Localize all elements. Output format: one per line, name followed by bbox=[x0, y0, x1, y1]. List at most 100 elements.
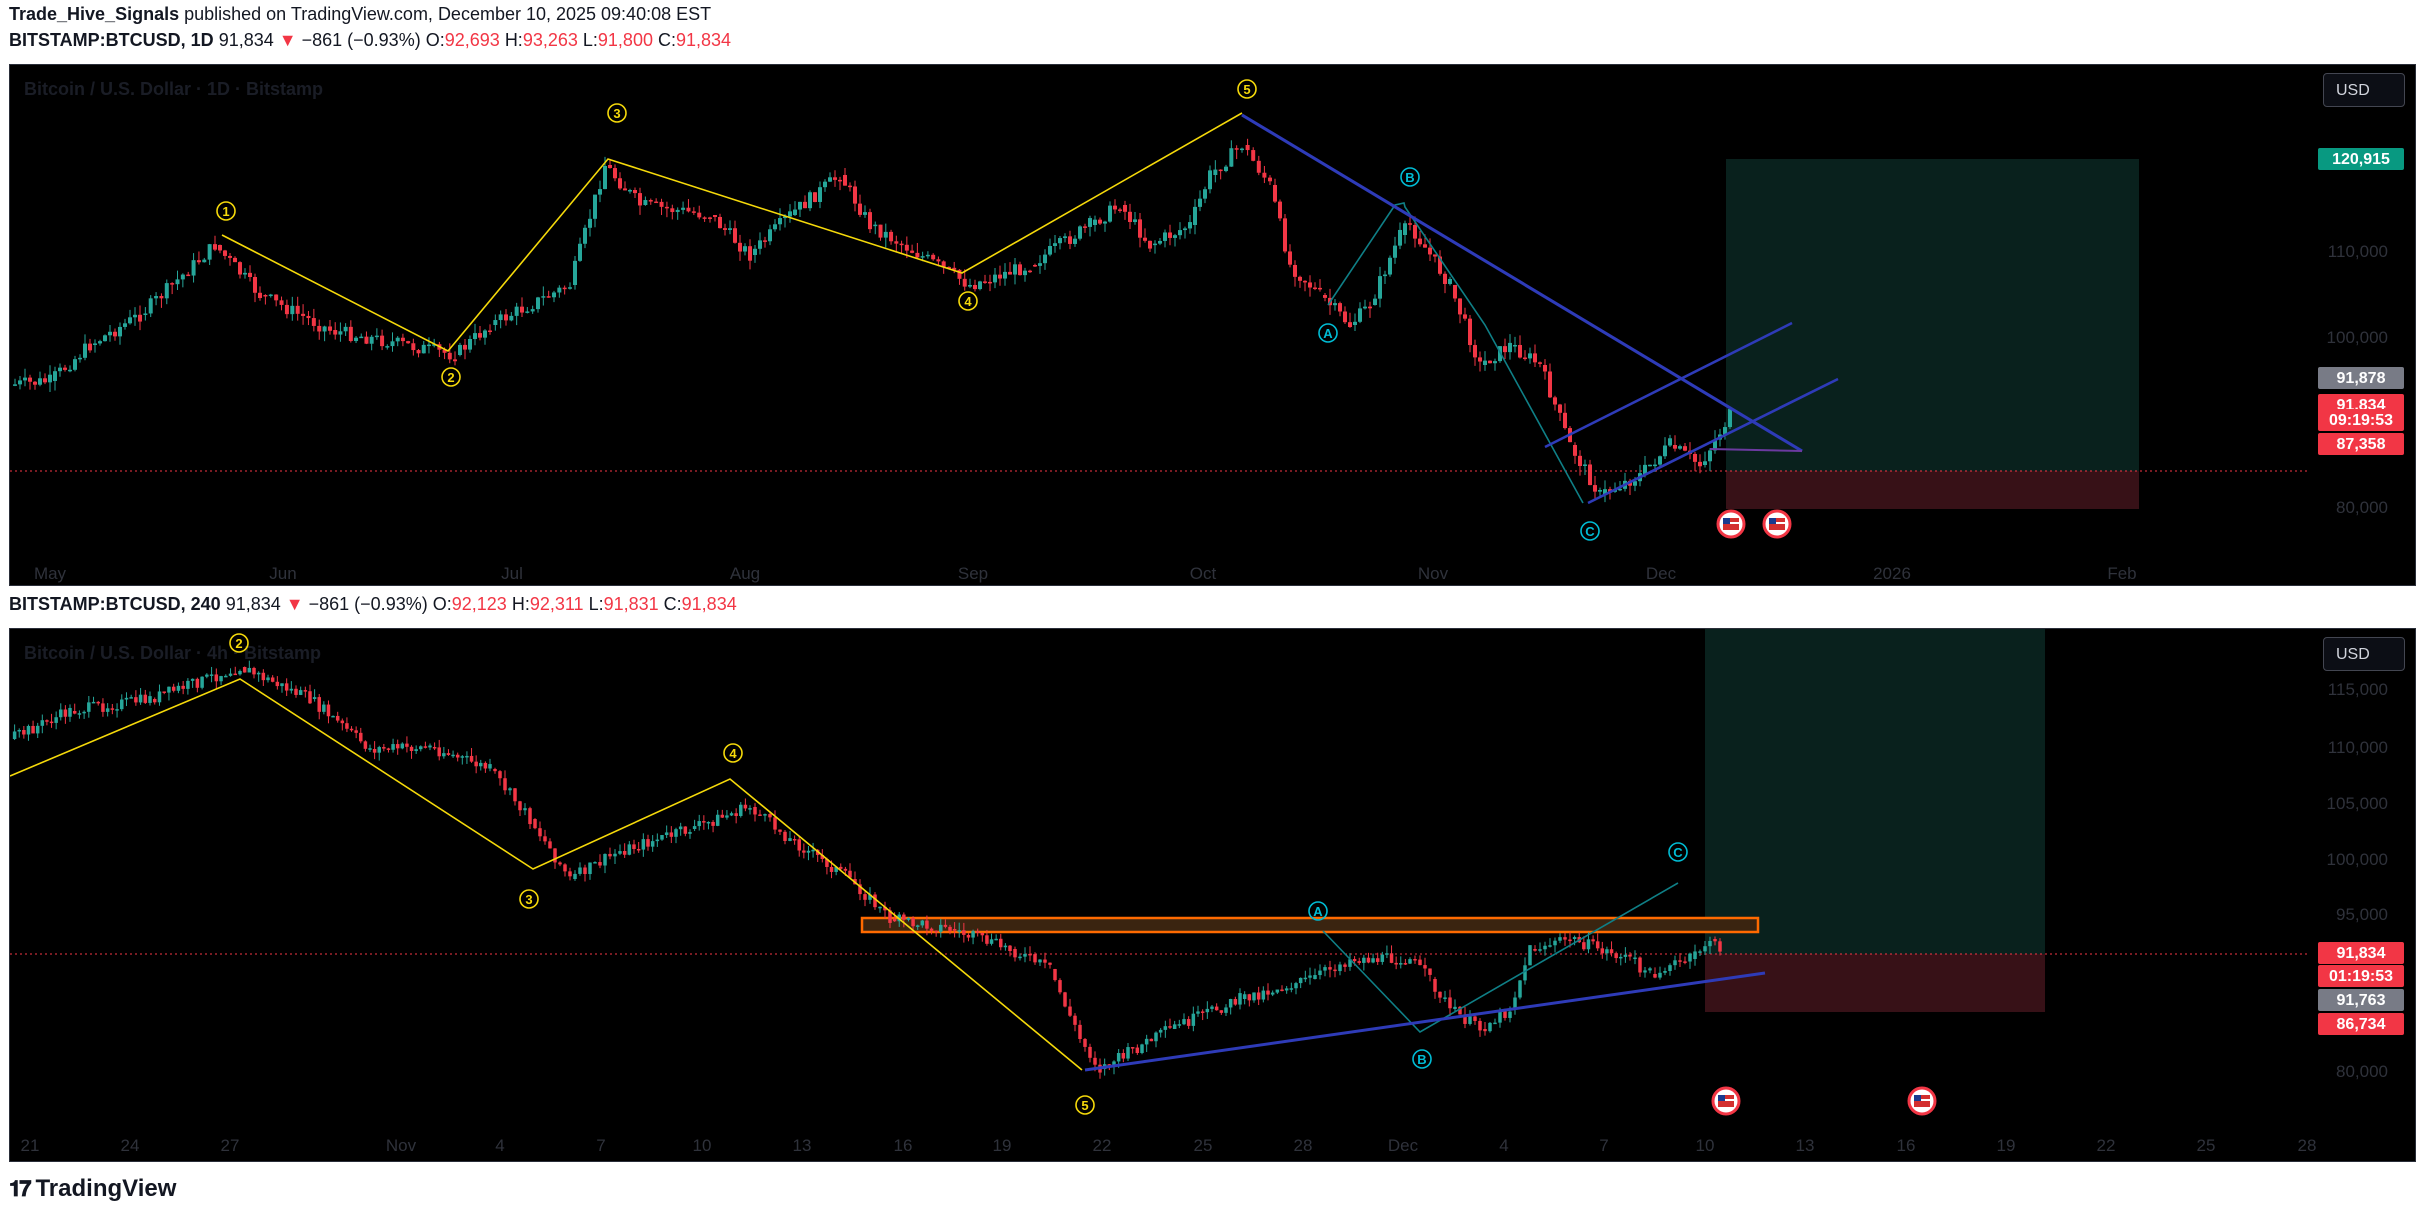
candle-body bbox=[1234, 148, 1239, 150]
candle-body bbox=[988, 281, 992, 284]
candle-body bbox=[1338, 303, 1342, 312]
candle-body bbox=[1238, 993, 1242, 1005]
candle-body bbox=[1193, 206, 1197, 225]
candle-body bbox=[143, 694, 148, 703]
candle-body bbox=[343, 326, 348, 332]
candle-body bbox=[468, 339, 472, 350]
candle-body bbox=[33, 381, 37, 385]
candle-body bbox=[641, 839, 646, 850]
candle-body bbox=[1605, 949, 1609, 954]
candle-body bbox=[636, 848, 641, 851]
candle-body bbox=[247, 667, 252, 673]
daily-chart-canvas[interactable]: Bitcoin / U.S. Dollar · 1D · Bitstamp 1 2 3… bbox=[10, 65, 2417, 587]
panel1-currency-button[interactable]: USD bbox=[2323, 73, 2405, 107]
candle-body bbox=[1018, 956, 1022, 959]
candle-body bbox=[573, 873, 577, 879]
candle-body bbox=[377, 747, 381, 753]
time-tick: Dec bbox=[1646, 564, 1677, 583]
candle-body bbox=[899, 243, 904, 246]
candle-body bbox=[504, 314, 508, 321]
candle-body bbox=[1518, 980, 1522, 998]
candle-body bbox=[748, 808, 752, 810]
candle-body bbox=[1275, 989, 1280, 993]
wave-label-5-circle bbox=[1075, 1095, 1095, 1115]
panel2-symbol[interactable]: BITSTAMP:BTCUSD, 240 bbox=[9, 594, 221, 614]
candle-body bbox=[1488, 360, 1492, 364]
candle-body bbox=[1600, 948, 1605, 954]
candle-body bbox=[1418, 238, 1422, 245]
candle-body bbox=[1693, 453, 1697, 462]
candle-body bbox=[792, 839, 797, 841]
price-tag-bg bbox=[2318, 965, 2404, 987]
candle-body bbox=[209, 674, 214, 676]
candle-body bbox=[1338, 964, 1342, 972]
candle-body bbox=[536, 297, 540, 310]
candle-body bbox=[1673, 445, 1677, 449]
candle-body bbox=[1548, 945, 1552, 947]
candle-body bbox=[451, 754, 455, 757]
candle-body bbox=[175, 279, 180, 285]
candle-body bbox=[1438, 256, 1442, 274]
candle-body bbox=[1008, 271, 1012, 275]
candle-body bbox=[128, 317, 132, 324]
candle-body bbox=[1586, 939, 1591, 950]
candle-body bbox=[1595, 941, 1600, 949]
candle-body bbox=[1333, 303, 1337, 306]
candle-body bbox=[359, 336, 364, 339]
candle-body bbox=[683, 826, 688, 834]
candle-body bbox=[778, 829, 782, 832]
candle-body bbox=[778, 218, 782, 225]
candle-body bbox=[1362, 957, 1366, 963]
wave-label-5: 5 bbox=[1081, 1098, 1088, 1113]
candle-body bbox=[256, 672, 261, 675]
daily-chart-panel[interactable]: Bitcoin / U.S. Dollar · 1D · Bitstamp 1 2 3… bbox=[9, 64, 2416, 586]
candle-body bbox=[1048, 246, 1052, 255]
candle-body bbox=[723, 228, 727, 230]
candle-body bbox=[1308, 282, 1312, 288]
candle-body bbox=[1113, 205, 1117, 210]
candle-body bbox=[218, 245, 222, 251]
candle-body bbox=[49, 721, 54, 724]
candle-body bbox=[733, 228, 737, 243]
candle-body bbox=[943, 924, 948, 927]
candle-body bbox=[1528, 945, 1532, 966]
author-name[interactable]: Trade_Hive_Signals bbox=[9, 4, 180, 24]
candle-body bbox=[1503, 1011, 1507, 1018]
candle-body bbox=[35, 725, 40, 734]
panel2-currency-button[interactable]: USD bbox=[2323, 637, 2405, 671]
candle-body bbox=[428, 745, 432, 748]
candle-body bbox=[1558, 937, 1562, 941]
candle-body bbox=[1343, 311, 1347, 323]
resistance-zone bbox=[860, 916, 1760, 934]
candle-body bbox=[72, 711, 77, 714]
candle-body bbox=[1128, 211, 1132, 223]
candle-body bbox=[1278, 201, 1282, 219]
panel1-open: 92,693 bbox=[444, 30, 500, 50]
candle-body bbox=[391, 744, 395, 750]
candle-body bbox=[442, 349, 447, 353]
candle-body bbox=[266, 677, 270, 681]
candle-body bbox=[317, 697, 321, 712]
candle-body bbox=[22, 729, 26, 735]
candle-body bbox=[68, 369, 72, 372]
candle-body bbox=[678, 826, 683, 830]
candle-body bbox=[31, 725, 35, 734]
candle-body bbox=[233, 673, 238, 676]
price-tick: 105,000 bbox=[2327, 794, 2388, 813]
candle-body bbox=[1683, 961, 1687, 963]
candle-body bbox=[820, 854, 825, 859]
panel1-symbol[interactable]: BITSTAMP:BTCUSD, 1D bbox=[9, 30, 214, 50]
candle-body bbox=[447, 352, 452, 360]
tradingview-brand[interactable]: 𝟏𝟕 TradingView bbox=[9, 1175, 176, 1203]
4h-chart-panel[interactable]: Bitcoin / U.S. Dollar · 4h · Bitstamp 2 3 4… bbox=[9, 628, 2416, 1162]
candle-body bbox=[1266, 990, 1270, 995]
candle-body bbox=[1233, 999, 1238, 1005]
candle-body bbox=[618, 178, 622, 189]
candle-body bbox=[713, 215, 717, 217]
candle-body bbox=[578, 867, 582, 874]
candle-body bbox=[115, 709, 119, 711]
candle-body bbox=[1633, 481, 1637, 486]
candle-body bbox=[453, 359, 457, 362]
wave-label-4: 4 bbox=[964, 294, 972, 309]
